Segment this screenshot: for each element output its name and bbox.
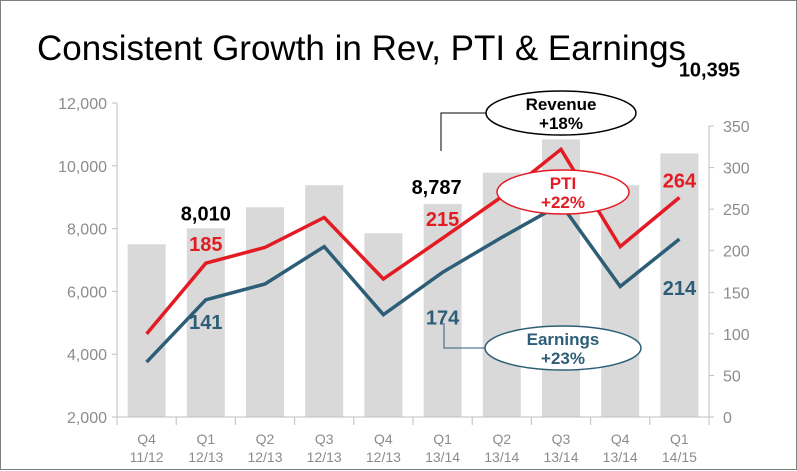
pti-callout-bubble [496, 169, 630, 215]
revenue-callout-growth: +18% [539, 114, 583, 133]
x-axis-tick-label: 11/12 [130, 449, 164, 465]
pti-callout-title: PTI [550, 174, 576, 193]
right-axis-tick-label: 250 [723, 202, 750, 219]
earnings-callout-title: Earnings [527, 330, 600, 349]
earnings-line [145, 201, 681, 364]
earnings-data-label: 174 [426, 307, 460, 329]
revenue-data-label: 10,395 [679, 59, 740, 81]
pti-data-label: 215 [426, 209, 459, 231]
x-axis-tick-label: Q2 [256, 431, 275, 447]
left-axis-tick-label: 12,000 [58, 96, 107, 113]
left-axis-tick-label: 6,000 [67, 284, 107, 301]
pti-data-label: 264 [663, 171, 697, 193]
left-axis-tick-label: 10,000 [58, 159, 107, 176]
x-axis-tick-label: 14/15 [662, 449, 697, 465]
x-axis-tick-label: 12/13 [247, 449, 282, 465]
revenue-bar [127, 244, 166, 417]
revenue-data-label: 8,787 [412, 177, 462, 199]
left-axis-tick-label: 2,000 [67, 410, 107, 427]
revenue-data-label: 8,010 [181, 203, 231, 225]
left-axis-tick-label: 4,000 [67, 347, 107, 364]
earnings-data-label: 214 [663, 278, 697, 300]
revenue-bar [364, 233, 403, 417]
revenue-callout-leader [440, 112, 486, 151]
x-axis-tick-label: 13/14 [543, 449, 578, 465]
right-axis-tick-label: 50 [723, 368, 741, 385]
x-axis-tick-label: 13/14 [603, 449, 638, 465]
pti-callout-growth: +22% [541, 193, 585, 212]
x-axis-tick-label: Q1 [433, 431, 452, 447]
right-axis-tick-label: 150 [723, 285, 750, 302]
pti-data-label: 185 [189, 234, 222, 256]
revenue-bar [660, 153, 699, 417]
x-axis-tick-label: Q4 [137, 431, 156, 447]
revenue-bar [482, 172, 521, 417]
earnings-callout-growth: +23% [541, 349, 585, 368]
earnings-callout-leader [443, 323, 485, 349]
right-axis-tick-label: 100 [723, 327, 750, 344]
x-axis-tick-label: Q4 [374, 431, 393, 447]
x-axis-tick-label: Q4 [611, 431, 630, 447]
right-axis-tick-label: 0 [723, 410, 732, 427]
right-axis-tick-label: 200 [723, 244, 750, 261]
revenue-bar [601, 185, 640, 417]
left-axis-tick-label: 8,000 [67, 222, 107, 239]
page-title: Consistent Growth in Rev, PTI & Earnings [37, 29, 687, 68]
x-axis-tick-label: 12/13 [366, 449, 401, 465]
x-axis-tick-label: Q1 [670, 431, 689, 447]
earnings-data-label: 141 [189, 312, 222, 334]
right-axis-tick-label: 300 [723, 161, 750, 178]
x-axis-tick-label: 13/14 [425, 449, 460, 465]
revenue-bar [246, 207, 284, 417]
x-axis-tick-label: Q3 [552, 431, 571, 447]
x-axis-tick-label: 13/14 [484, 449, 519, 465]
revenue-callout-bubble [485, 90, 637, 136]
x-axis-tick-label: Q3 [315, 431, 334, 447]
revenue-bar [305, 185, 344, 417]
earnings-callout-bubble [484, 325, 642, 371]
x-axis-tick-label: Q2 [492, 431, 511, 447]
revenue-callout-title: Revenue [526, 95, 597, 114]
x-axis-tick-label: 12/13 [307, 449, 342, 465]
right-axis-tick-label: 350 [723, 119, 750, 136]
x-axis-tick-label: 12/13 [188, 449, 223, 465]
x-axis-tick-label: Q1 [196, 431, 215, 447]
